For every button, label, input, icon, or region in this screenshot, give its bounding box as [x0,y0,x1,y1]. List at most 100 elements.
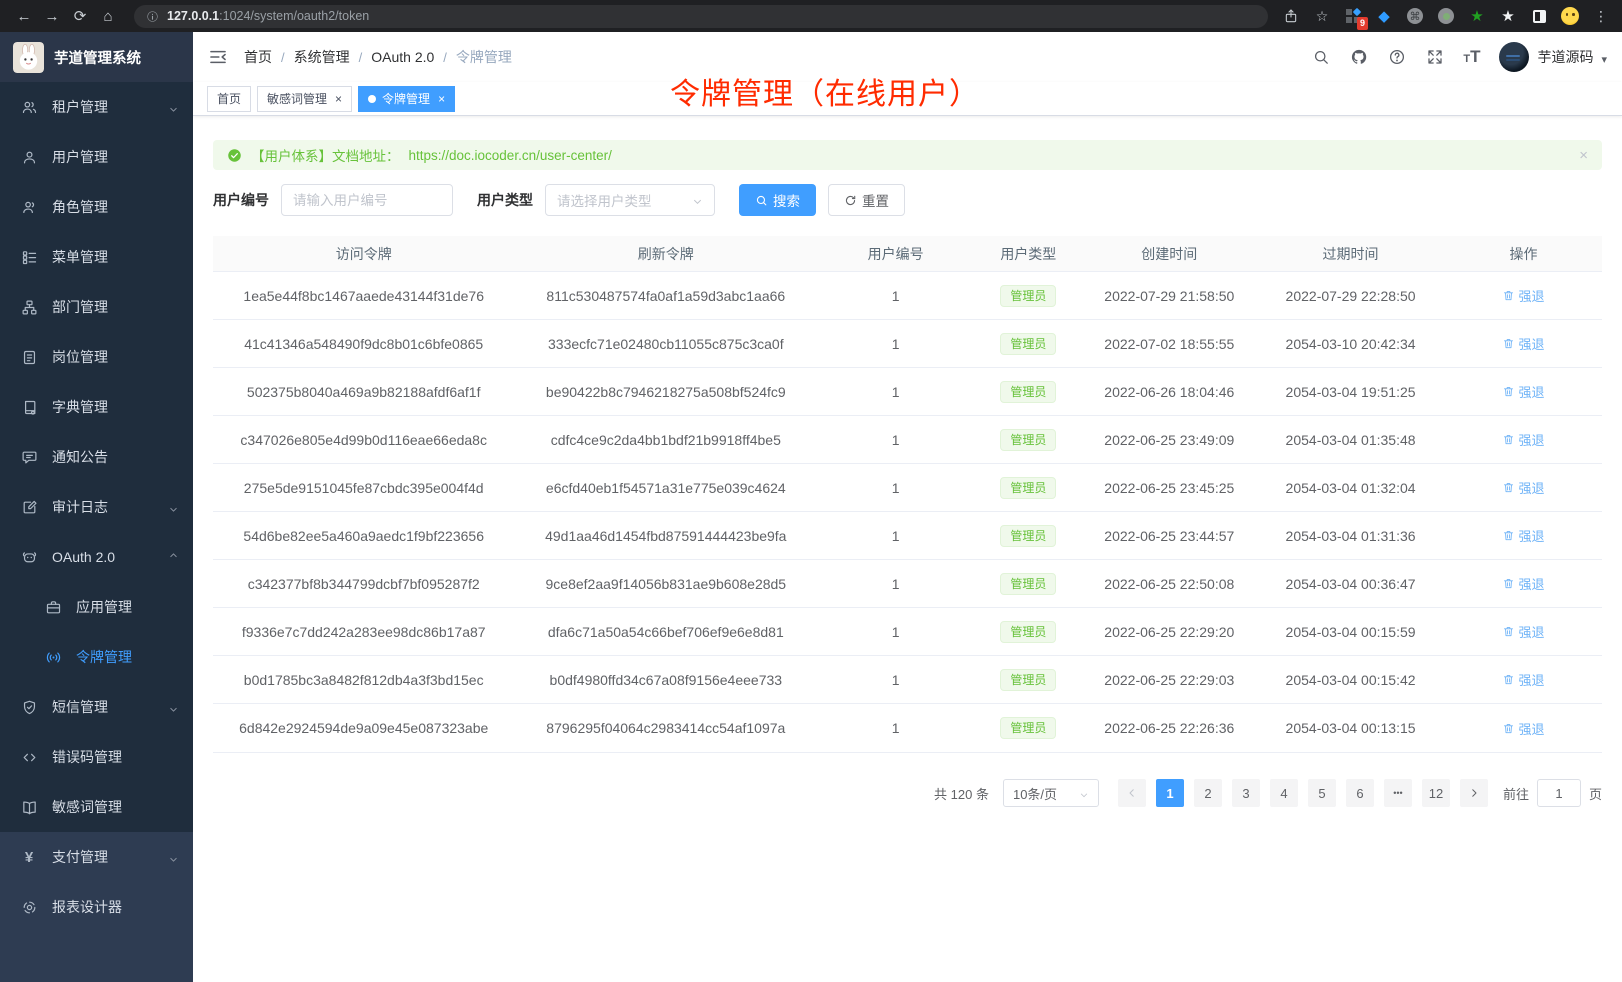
sidebar-item-岗位管理[interactable]: 岗位管理 [0,332,193,382]
sidebar-item-OAuth 2.0[interactable]: OAuth 2.0 [0,532,193,582]
force-logout-button[interactable]: 强退 [1502,286,1544,305]
user-type-badge: 管理员 [1000,476,1057,499]
browser-menu-icon[interactable]: ⋮ [1594,7,1608,24]
tab-label: 令牌管理 [382,92,431,106]
breadcrumb-item[interactable]: 首页 [244,49,272,65]
page-size-select[interactable]: 10条/页 [1002,779,1099,807]
page-button-6[interactable]: 6 [1345,779,1374,807]
force-logout-button[interactable]: 强退 [1502,382,1544,401]
force-logout-button[interactable]: 强退 [1502,430,1544,449]
user-menu[interactable]: 芋道源码 ▾ [1499,42,1607,72]
tab-close-icon[interactable]: × [335,91,343,106]
sidebar-collapse-icon[interactable] [208,47,228,67]
breadcrumb-item[interactable]: OAuth 2.0 [371,49,435,65]
force-logout-button[interactable]: 强退 [1502,670,1544,689]
extension-diamond-icon[interactable]: ◆ [1378,8,1390,25]
bookmark-star-icon[interactable]: ☆ [1315,7,1329,24]
page-button-2[interactable]: 2 [1193,779,1222,807]
sidebar-item-字典管理[interactable]: 字典管理 [0,382,193,432]
tab-敏感词管理[interactable]: 敏感词管理 × [257,85,353,112]
help-icon[interactable] [1387,48,1406,67]
sidebar-item-租户管理[interactable]: 租户管理 [0,82,193,132]
sidebar-item-用户管理[interactable]: 用户管理 [0,132,193,182]
goto-page-input[interactable] [1536,779,1581,807]
more-pages-button[interactable]: ••• [1383,779,1412,807]
trash-icon [1502,433,1515,446]
chevron-down-icon [168,502,179,513]
address-bar[interactable]: 127.0.0.1:1024/system/oauth2/token [134,4,1268,28]
created-time-cell: 2022-06-25 22:29:20 [1104,623,1235,640]
browser-forward-icon[interactable]: → [44,7,60,25]
sidebar-item-报表设计器[interactable]: 报表设计器 [0,882,193,932]
browser-back-icon[interactable]: ← [16,7,32,25]
sidebar-item-支付管理[interactable]: ¥ 支付管理 [0,832,193,882]
force-logout-button[interactable]: 强退 [1502,622,1544,641]
alert-close-icon[interactable]: × [1579,146,1588,164]
sidebar-item-短信管理[interactable]: 短信管理 [0,682,193,732]
sidebar-item-审计日志[interactable]: 审计日志 [0,482,193,532]
sidebar-item-部门管理[interactable]: 部门管理 [0,282,193,332]
page-button-1[interactable]: 1 [1155,779,1184,807]
sidebar-item-通知公告[interactable]: 通知公告 [0,432,193,482]
github-icon[interactable] [1349,48,1368,67]
sidebar: 芋道管理系统 租户管理 用户管理 角色管理菜单管理部门管理 岗位管理 字典管理 通知公告审… [0,32,193,982]
page-button-4[interactable]: 4 [1269,779,1298,807]
doc-link[interactable]: https://doc.iocoder.cn/user-center/ [408,147,612,163]
sidebar-item-令牌管理[interactable]: 令牌管理 [0,632,193,682]
force-logout-button[interactable]: 强退 [1502,719,1544,738]
extension-star-green-icon[interactable]: ★ [1470,8,1484,25]
browser-reload-icon[interactable]: ⟳ [73,8,87,25]
sidebar-toggle-icon[interactable] [1530,7,1548,25]
errcode-code-icon [20,748,38,766]
sidebar-item-错误码管理[interactable]: 错误码管理 [0,732,193,782]
breadcrumb-separator: / [443,49,447,65]
user-type-select[interactable]: 请选择用户类型 [545,184,715,216]
access-token-cell: b0d1785bc3a8482f812db4a3f3bd15ec [243,671,484,688]
next-page-button[interactable] [1459,779,1488,807]
extension-record-icon[interactable] [1437,7,1455,25]
page-button-5[interactable]: 5 [1307,779,1336,807]
tab-close-icon[interactable]: × [438,91,446,106]
sidebar-item-应用管理[interactable]: 应用管理 [0,582,193,632]
table-row: 41c41346a548490f9dc8b01c6bfe0865 333ecfc7… [213,320,1602,368]
action-cell: 强退 [1445,286,1602,305]
column-header: 刷新令牌 [637,245,694,262]
browser-home-icon[interactable]: ⌂ [103,7,113,25]
fullscreen-icon[interactable] [1425,48,1444,67]
breadcrumb-separator: / [358,49,363,65]
extensions-puzzle-icon[interactable]: ★ [1501,8,1515,25]
app-logo[interactable]: 芋道管理系统 [0,32,193,82]
sidebar-item-菜单管理[interactable]: 菜单管理 [0,232,193,282]
refresh-token-cell: dfa6c71a50a54c66bef706ef9e6e8d81 [547,623,784,640]
breadcrumb-item[interactable]: 系统管理 [293,49,350,65]
user-id-input[interactable] [281,184,453,216]
force-logout-button[interactable]: 强退 [1502,334,1544,353]
force-logout-button[interactable]: 强退 [1502,478,1544,497]
tab-首页[interactable]: 首页 [207,85,252,112]
page-button-3[interactable]: 3 [1231,779,1260,807]
user-id-cell: 1 [891,720,900,736]
user-type-badge: 管理员 [1000,524,1057,547]
tab-令牌管理[interactable]: 令牌管理 × [358,85,456,112]
sidebar-item-角色管理[interactable]: 角色管理 [0,182,193,232]
font-size-icon[interactable]: TT [1463,47,1481,66]
page-content: 【用户体系】文档地址： https://doc.iocoder.cn/user-… [193,116,1622,982]
profile-avatar[interactable] [1561,7,1579,25]
action-cell: 强退 [1445,430,1602,449]
prev-page-button[interactable] [1117,779,1146,807]
page-button-12[interactable]: 12 [1421,779,1450,807]
report-ring-icon [20,898,38,916]
extension-command-icon[interactable]: ⌘ [1406,7,1424,25]
extension-grid-icon[interactable]: 9 [1344,7,1368,30]
force-logout-button[interactable]: 强退 [1502,526,1544,545]
sidebar-item-敏感词管理[interactable]: 敏感词管理 [0,782,193,832]
sidebar-item-label: 菜单管理 [52,249,108,265]
user-icon [20,148,38,166]
force-logout-button[interactable]: 强退 [1502,574,1544,593]
share-icon[interactable] [1282,7,1300,25]
search-icon[interactable] [1311,48,1330,67]
goto-suffix: 页 [1588,786,1602,802]
search-button[interactable]: 搜索 [739,184,816,216]
reset-button[interactable]: 重置 [828,184,905,216]
refresh-token-cell: 811c530487574fa0af1a59d3abc1aa66 [546,287,786,304]
